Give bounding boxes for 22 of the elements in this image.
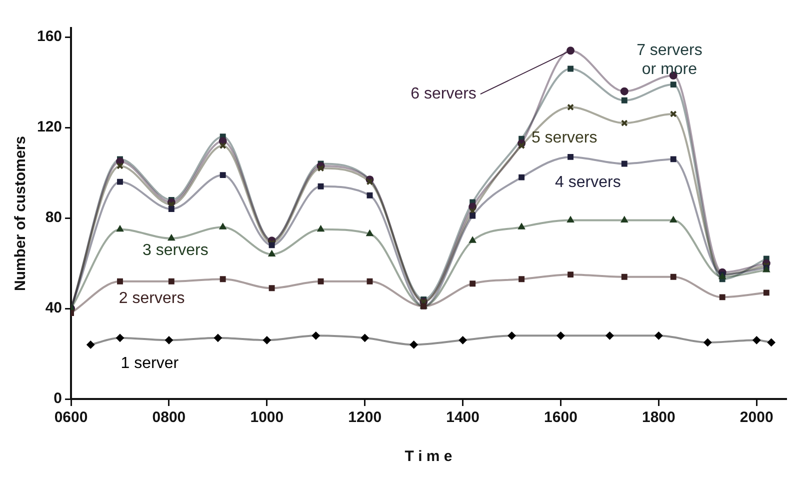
x-tick-label: 1200 — [348, 409, 382, 426]
x-tick-label: 1000 — [250, 409, 284, 426]
y-tick-label: 40 — [45, 300, 62, 317]
series-label: 5 servers — [531, 130, 598, 147]
x-tick-label: 1400 — [446, 409, 480, 426]
series-label: 7 servers or more — [636, 42, 702, 78]
x-tick-label: 0600 — [54, 409, 88, 426]
y-tick-label: 0 — [54, 390, 62, 408]
text: 6 servers — [410, 85, 476, 102]
series-label: 3 servers — [142, 242, 208, 260]
x-tick-label: 1800 — [642, 409, 676, 426]
x-tick-label: 0800 — [152, 409, 186, 426]
series-label: 2 servers — [118, 290, 185, 307]
y-tick-label: 160 — [36, 28, 62, 46]
series-label: 4 servers — [555, 174, 621, 192]
series-label: 1 server — [120, 354, 180, 372]
y-axis-title: Number of customers — [12, 136, 30, 292]
y-tick-label: 80 — [45, 209, 62, 226]
x-axis-title: T i m e — [404, 448, 452, 466]
y-tick-label: 120 — [36, 118, 62, 136]
x-tick-label: 1600 — [544, 409, 578, 426]
x-tick-label: 2000 — [740, 409, 774, 426]
